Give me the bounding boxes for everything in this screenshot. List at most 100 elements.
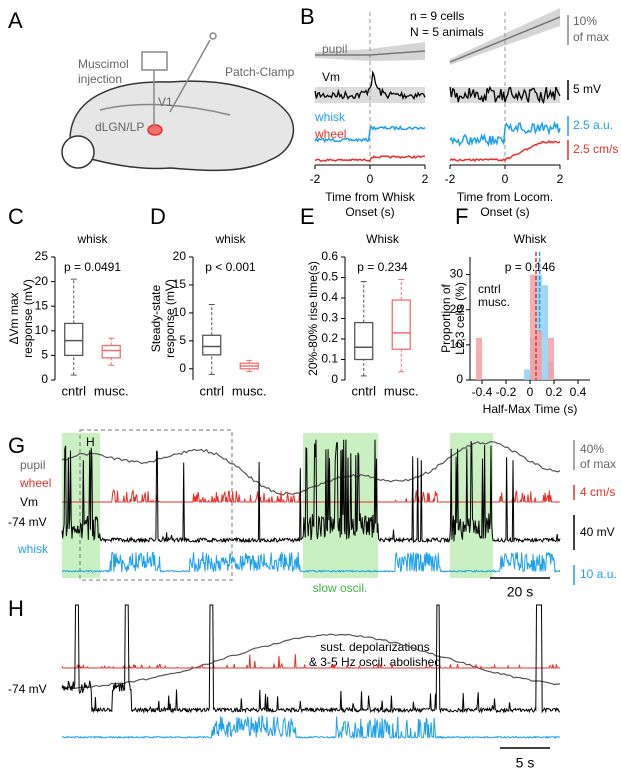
histogram-bar xyxy=(476,337,482,380)
chart-title: whisk xyxy=(214,232,246,246)
injection-site xyxy=(147,124,163,136)
box xyxy=(354,321,374,361)
x-axis-label: Onset (s) xyxy=(480,205,529,219)
scale-bars xyxy=(490,440,575,585)
y-tick-label: 0.3 xyxy=(321,311,338,325)
y-tick-label: 15 xyxy=(173,277,187,291)
scale-label: 5 mV xyxy=(573,82,601,96)
y-axis-label: response (mV) xyxy=(163,279,177,358)
annotation: N = 5 animals xyxy=(410,25,484,39)
pupil-trace xyxy=(449,16,561,63)
label: Patch-Clamp xyxy=(225,65,295,79)
y-tick-label: 30 xyxy=(450,267,464,281)
legend-entry: musc. xyxy=(478,295,510,309)
x-tick-label: 0 xyxy=(527,385,534,399)
box xyxy=(391,299,411,350)
scale-label: of max xyxy=(573,30,609,44)
scale-label: 10 a.u. xyxy=(580,567,617,581)
y-tick-label: 10 xyxy=(173,305,187,319)
x-tick-label: musc. xyxy=(232,383,267,398)
wheel-trace xyxy=(62,489,560,504)
inset-box xyxy=(79,429,233,581)
inset-label: H xyxy=(86,435,95,449)
trace-label: Vm xyxy=(20,495,38,509)
scale-label: 2.5 cm/s xyxy=(573,142,618,156)
chart-title: Whisk xyxy=(514,232,548,246)
cortex-line xyxy=(99,103,231,116)
y-tick-label: 15 xyxy=(35,298,49,312)
x-axis-label: Time from Locom. xyxy=(457,190,553,204)
vm-level: -74 mV xyxy=(8,515,47,529)
vm-trace xyxy=(61,604,561,714)
y-tick-label: 0 xyxy=(179,361,186,375)
x-tick-label: 2 xyxy=(557,172,564,186)
x-tick-label: 0.2 xyxy=(546,385,563,399)
annotation: p = 0.0491 xyxy=(64,260,121,274)
y-axis-label: Steady-state xyxy=(149,284,163,352)
annotation: slow oscil. xyxy=(313,581,368,595)
y-axis-label: response (mV) xyxy=(21,279,35,358)
x-tick-label: cntrl xyxy=(199,383,224,398)
panel-label: H xyxy=(8,596,24,621)
y-tick-label: 0 xyxy=(41,372,48,386)
whisk-trace xyxy=(449,120,561,148)
x-axis-label: Time from Whisk xyxy=(325,190,416,204)
x-tick-label: cntrl xyxy=(61,383,86,398)
scale-label: 4 cm/s xyxy=(580,485,615,499)
y-tick-label: 0.2 xyxy=(321,331,338,345)
x-tick-label: 0.4 xyxy=(570,385,587,399)
x-tick-label: -2 xyxy=(445,172,456,186)
panel-label: B xyxy=(300,4,315,29)
whisk-trace xyxy=(314,124,426,144)
brain xyxy=(69,80,295,172)
trace-label: pupil xyxy=(322,42,347,56)
error-band xyxy=(450,87,560,103)
x-tick-label: 0 xyxy=(502,172,509,186)
x-tick-label: 2 xyxy=(422,172,429,186)
annotation: sust. depolarizations xyxy=(320,640,429,654)
scale-label: 10% xyxy=(573,14,597,28)
whisk-trace xyxy=(61,714,560,740)
label: injection xyxy=(78,72,122,86)
trace-label: Vm xyxy=(322,70,340,84)
wheel-trace xyxy=(61,654,560,670)
label: V1 xyxy=(158,95,173,109)
syringe xyxy=(141,51,168,71)
olfactory-bulb xyxy=(61,135,95,169)
y-axis-label: Proportion of xyxy=(439,283,453,352)
box xyxy=(64,322,84,357)
panel-label: E xyxy=(300,204,315,229)
x-axis-label: Onset (s) xyxy=(345,205,394,219)
y-tick-label: 0 xyxy=(331,372,338,386)
vm-trace xyxy=(61,439,561,544)
panel-label: A xyxy=(8,8,23,33)
box xyxy=(101,344,121,359)
annotation: n = 9 cells xyxy=(410,9,464,23)
y-tick-label: 10 xyxy=(35,323,49,337)
x-tick-label: 0 xyxy=(367,172,374,186)
vm-level: -74 mV xyxy=(8,682,47,696)
x-tick-label: musc. xyxy=(384,383,419,398)
legend-entry: cntrl xyxy=(478,282,501,296)
panel-label: G xyxy=(8,433,25,458)
scale-label: 40 mV xyxy=(580,525,615,539)
pupil-trace xyxy=(61,440,561,496)
whisk-trace xyxy=(61,551,561,573)
x-tick-label: cntrl xyxy=(351,383,376,398)
x-tick-label: -0.2 xyxy=(496,385,517,399)
x-axis-label: Half-Max Time (s) xyxy=(483,402,578,416)
box xyxy=(202,334,222,356)
panel-label: C xyxy=(8,204,24,229)
y-tick-label: 20 xyxy=(35,274,49,288)
histogram-bar xyxy=(542,285,548,380)
trace-label: whisk xyxy=(314,110,346,124)
vm-trace xyxy=(314,69,426,101)
x-tick-label: -0.4 xyxy=(472,385,493,399)
vm-trace xyxy=(449,85,561,105)
scale-label: 40% xyxy=(580,442,604,456)
x-tick-label: -2 xyxy=(310,172,321,186)
histogram-bar xyxy=(524,369,530,380)
y-axis-label: L2,3 cells (%) xyxy=(453,282,467,355)
